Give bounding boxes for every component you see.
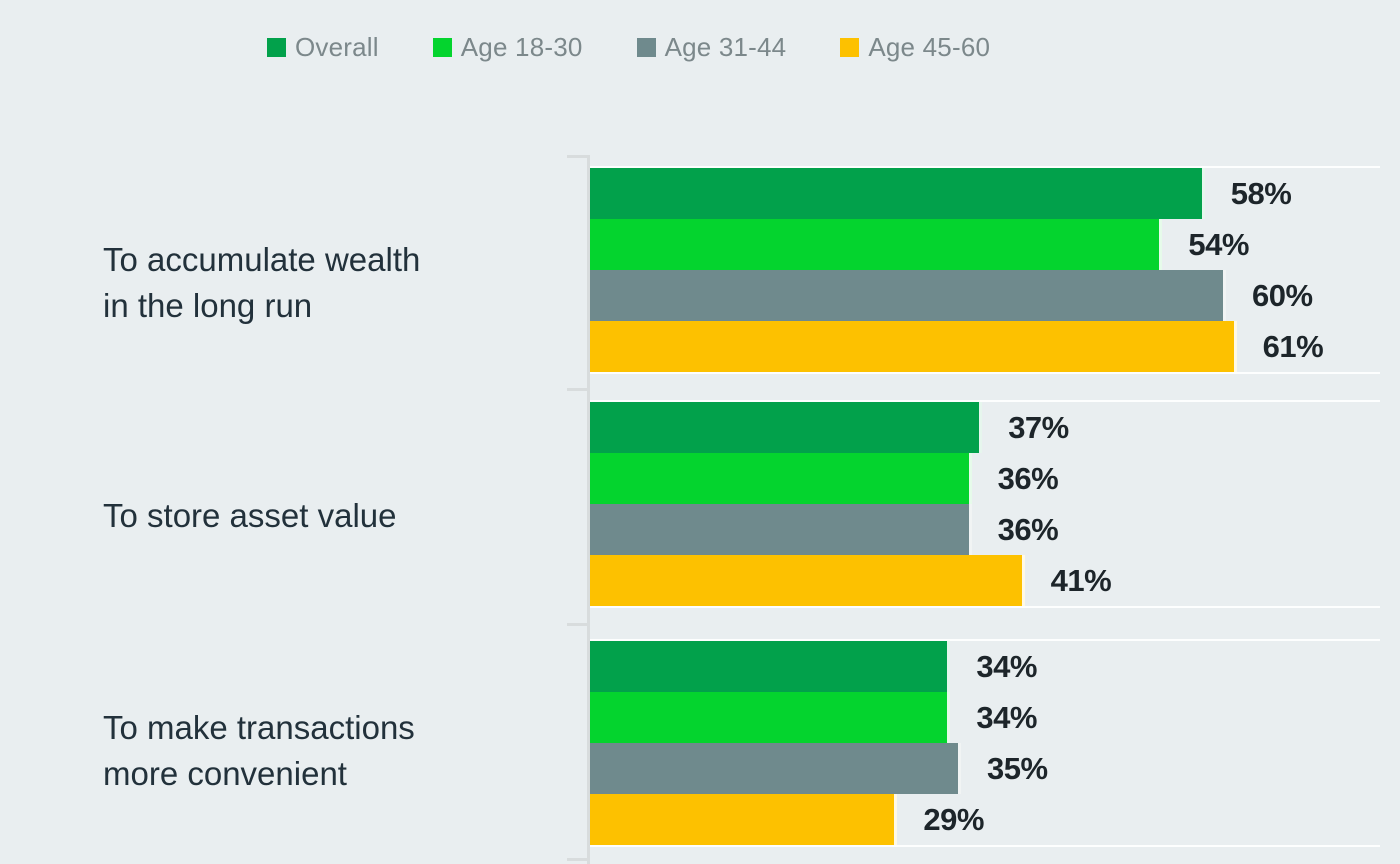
bar-age-31-44-to-store-asset-value xyxy=(590,504,972,555)
value-label: 36% xyxy=(997,512,1059,547)
bar-row-age-18-30: 36% xyxy=(590,453,1380,504)
bar-overall-to-make-transactions-more-convenient xyxy=(590,641,951,692)
value-label: 34% xyxy=(976,649,1037,684)
bar-group-to-make-transactions-more-convenient: 34% 34% 35% 29% xyxy=(590,639,1380,847)
axis-tick xyxy=(567,155,590,158)
axis-tick xyxy=(567,623,590,626)
bar-age-45-60-to-make-transactions-more-convenient xyxy=(590,794,898,845)
bar-age-45-60-to-accumulate-wealth-in-the-long-run xyxy=(590,321,1237,372)
value-label: 34% xyxy=(976,700,1037,735)
bar-row-age-31-44: 35% xyxy=(590,743,1380,794)
bar-row-overall: 34% xyxy=(590,641,1380,692)
category-label-to-accumulate-wealth-in-the-long-run: To accumulate wealth in the long run xyxy=(103,237,563,329)
legend-item-age-45-60: Age 45-60 xyxy=(840,34,990,60)
value-label: 37% xyxy=(1008,410,1069,445)
legend-label: Age 45-60 xyxy=(868,32,991,62)
value-label: 29% xyxy=(923,802,984,837)
legend-item-age-31-44: Age 31-44 xyxy=(636,32,787,62)
plot-area: 58% 54% 60% 61% 37% 36% 36% 41% 34% 34% 35% 29% xyxy=(567,155,1400,864)
bar-row-age-45-60: 29% xyxy=(590,794,1380,845)
axis-tick xyxy=(567,858,590,861)
axis-tick xyxy=(567,388,590,391)
bar-row-age-31-44: 60% xyxy=(590,270,1380,321)
legend-swatch-age-45-60 xyxy=(840,37,860,57)
legend-label: Overall xyxy=(295,32,379,62)
bar-row-overall: 58% xyxy=(590,168,1380,219)
category-label-line: To store asset value xyxy=(103,497,397,534)
bar-age-31-44-to-make-transactions-more-convenient xyxy=(590,743,961,794)
bar-group-to-store-asset-value: 37% 36% 36% 41% xyxy=(590,400,1380,608)
bar-row-age-18-30: 34% xyxy=(590,692,1380,743)
category-label-line: more convenient xyxy=(103,755,347,792)
legend-label: Age 18-30 xyxy=(460,32,583,62)
category-label-line: To accumulate wealth xyxy=(103,241,421,278)
y-axis-line xyxy=(587,155,590,864)
bar-age-18-30-to-store-asset-value xyxy=(590,453,972,504)
bar-age-18-30-to-make-transactions-more-convenient xyxy=(590,692,951,743)
legend-swatch-age-31-44 xyxy=(636,37,656,57)
legend-swatch-overall xyxy=(267,37,286,57)
bar-row-age-45-60: 61% xyxy=(590,321,1380,372)
bar-row-age-31-44: 36% xyxy=(590,504,1380,555)
category-label-to-store-asset-value: To store asset value xyxy=(103,493,563,539)
value-label: 54% xyxy=(1188,227,1249,262)
category-label-line: To make transactions xyxy=(103,709,415,746)
value-label: 36% xyxy=(997,461,1059,496)
bar-age-45-60-to-store-asset-value xyxy=(590,555,1025,606)
bar-age-31-44-to-accumulate-wealth-in-the-long-run xyxy=(590,270,1226,321)
bar-row-overall: 37% xyxy=(590,402,1380,453)
bar-age-18-30-to-accumulate-wealth-in-the-long-run xyxy=(590,219,1163,270)
legend: Overall Age 18-30 Age 31-44 Age 45-60 xyxy=(267,34,990,60)
legend-item-age-18-30: Age 18-30 xyxy=(432,32,583,62)
legend-item-overall: Overall xyxy=(267,34,379,60)
category-label-to-make-transactions-more-convenient: To make transactions more convenient xyxy=(103,705,563,797)
legend-label: Age 31-44 xyxy=(664,32,787,62)
value-label: 41% xyxy=(1050,563,1112,598)
category-label-line: in the long run xyxy=(103,287,313,324)
legend-swatch-age-18-30 xyxy=(432,37,452,57)
bar-row-age-18-30: 54% xyxy=(590,219,1380,270)
bar-group-to-accumulate-wealth-in-the-long-run: 58% 54% 60% 61% xyxy=(590,166,1380,374)
value-label: 58% xyxy=(1230,176,1292,211)
value-label: 60% xyxy=(1252,278,1313,313)
value-label: 61% xyxy=(1262,329,1324,364)
value-label: 35% xyxy=(987,751,1048,786)
bar-overall-to-accumulate-wealth-in-the-long-run xyxy=(590,168,1205,219)
bar-row-age-45-60: 41% xyxy=(590,555,1380,606)
bar-overall-to-store-asset-value xyxy=(590,402,983,453)
